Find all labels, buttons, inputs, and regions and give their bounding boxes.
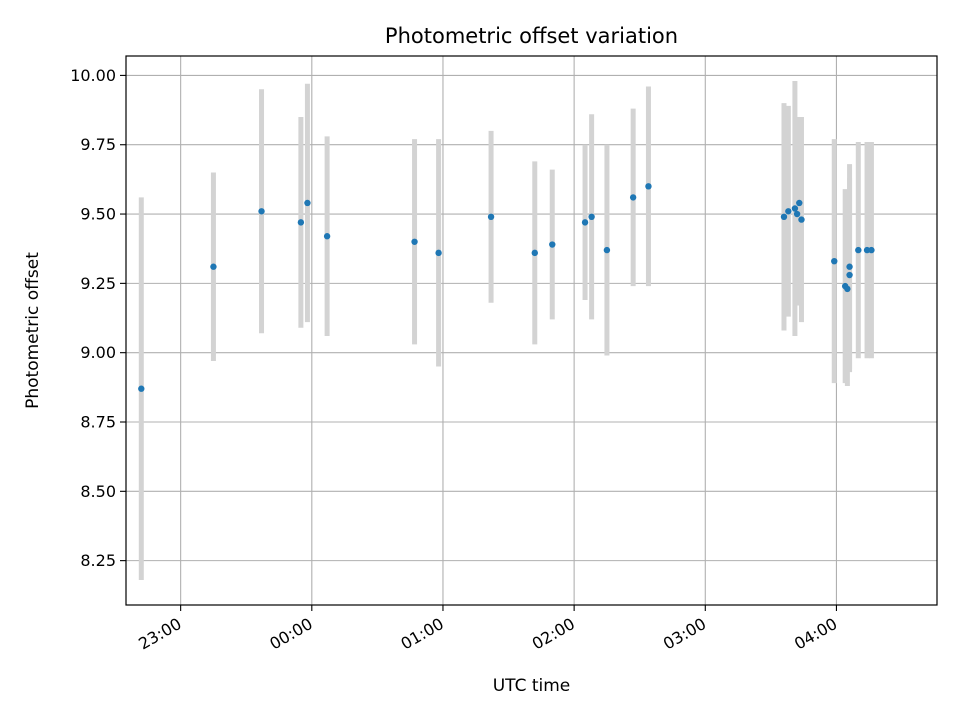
data-point	[863, 246, 871, 254]
chart-title: Photometric offset variation	[385, 24, 678, 48]
data-point	[411, 238, 418, 245]
x-axis-label: UTC time	[493, 676, 571, 696]
y-tick-label: 9.50	[80, 205, 116, 224]
y-tick-label: 9.25	[80, 274, 116, 293]
y-tick-label: 9.00	[80, 343, 116, 362]
y-tick-label: 10.00	[70, 66, 116, 85]
data-points	[138, 183, 875, 392]
data-point	[138, 385, 145, 392]
data-point	[588, 213, 595, 221]
y-tick-label: 8.50	[80, 482, 116, 501]
data-point	[210, 263, 217, 270]
data-point	[780, 213, 788, 221]
y-tick-label: 8.25	[80, 551, 116, 570]
y-axis-label: Photometric offset	[23, 252, 43, 409]
data-point	[796, 199, 803, 207]
data-point	[435, 249, 442, 257]
plot-frame	[125, 55, 938, 606]
data-point	[793, 210, 801, 218]
data-point	[258, 208, 265, 215]
data-point	[323, 233, 331, 240]
data-point	[645, 183, 652, 190]
data-point	[581, 219, 589, 226]
data-point	[855, 246, 862, 254]
data-point	[549, 241, 556, 248]
data-point	[831, 257, 838, 265]
data-point	[304, 199, 311, 207]
data-point	[846, 271, 853, 279]
data-point	[487, 213, 495, 221]
data-point	[791, 205, 799, 212]
y-tick-label: 8.75	[80, 413, 116, 432]
data-point	[868, 246, 875, 254]
y-tick-label: 9.75	[80, 135, 116, 154]
data-point	[798, 216, 805, 223]
data-point	[629, 194, 637, 201]
data-point	[603, 246, 611, 254]
data-point	[846, 263, 853, 270]
data-point	[297, 219, 305, 226]
data-point	[844, 285, 851, 293]
data-point	[785, 208, 792, 215]
data-point	[531, 249, 538, 257]
y-axis-ticks: 8.25 8.50 8.75 9.00 9.25 9.50 9.75 10.00	[70, 66, 126, 570]
